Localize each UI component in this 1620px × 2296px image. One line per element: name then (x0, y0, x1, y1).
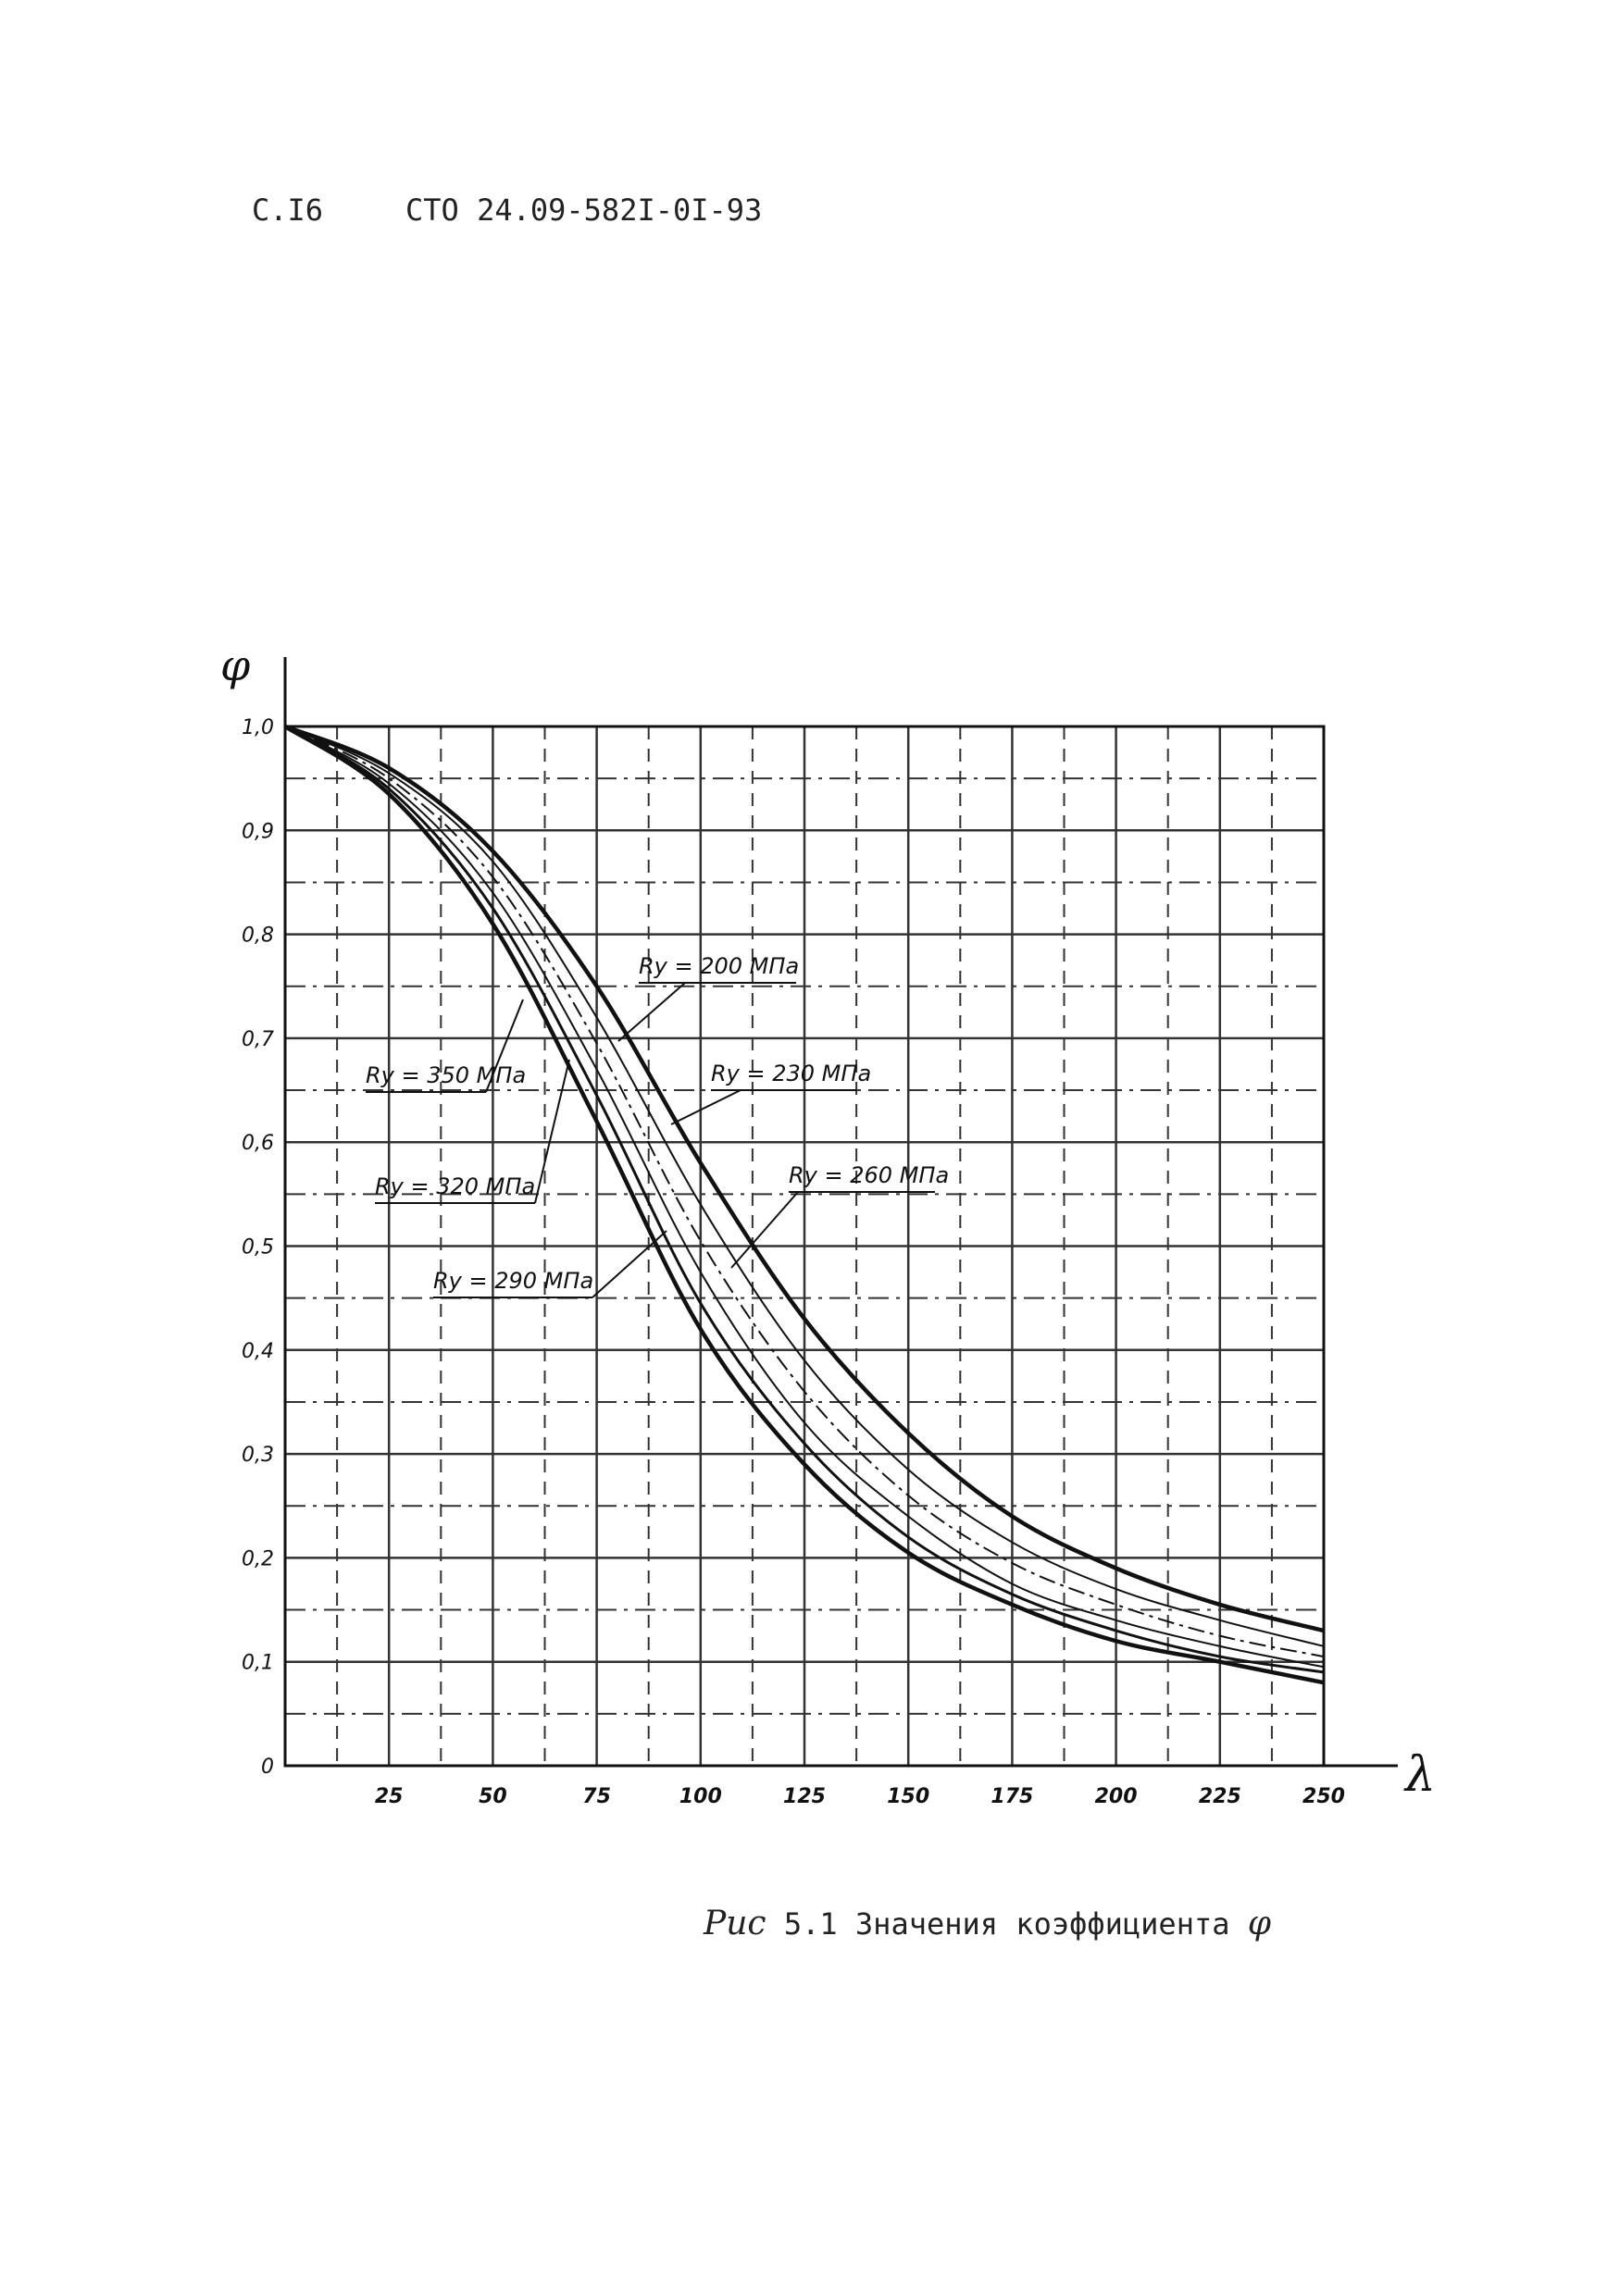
label-leader-line (670, 1089, 741, 1125)
x-tick-label: 250 (1302, 1785, 1345, 1808)
page-number: С.I6 (252, 192, 324, 228)
series-label: Ry = 350 МПа (366, 1062, 526, 1088)
series-label: Ry = 290 МПа (433, 1268, 593, 1294)
x-tick-label: 225 (1199, 1785, 1241, 1808)
series-line (283, 725, 1325, 1685)
y-tick-label: 0,7 (242, 1028, 274, 1051)
caption-text: 5.1 Значения коэффициента (783, 1906, 1230, 1942)
x-tick-label: 50 (479, 1785, 507, 1808)
y-tick-label: 0,1 (242, 1652, 274, 1675)
label-leader-line (485, 999, 524, 1093)
series-label: Ry = 230 МПа (711, 1061, 871, 1086)
y-tick-label: 0,3 (242, 1444, 274, 1467)
y-tick-label: 0 (261, 1756, 274, 1779)
series-line (284, 724, 1325, 1633)
series-label: Ry = 200 МПа (639, 953, 799, 979)
x-tick-label: 200 (1095, 1785, 1138, 1808)
series-line (284, 726, 1325, 1658)
series-line (284, 726, 1325, 1669)
y-tick-label: 0,4 (242, 1340, 274, 1363)
y-tick-label: 0,6 (242, 1132, 274, 1155)
chart-series-labels: Ry = 200 МПа Ry = 230 МПа Ry = 260 МПа Ry =… (366, 953, 949, 1298)
y-tick-label: 1,0 (242, 716, 274, 739)
caption-symbol: φ (1247, 1905, 1271, 1942)
document-code: СТО 24.09-582I-0I-93 (405, 192, 763, 228)
x-tick-label: 150 (887, 1785, 929, 1808)
y-axis-label: φ (220, 640, 251, 690)
chart-grid (285, 726, 1324, 1766)
series-line (284, 725, 1325, 1674)
y-tick-label: 0,9 (242, 820, 274, 843)
x-tick-label: 75 (582, 1785, 611, 1808)
x-tick-label: 175 (991, 1785, 1033, 1808)
label-leader-line (592, 1230, 667, 1298)
caption-prefix: Рис (704, 1905, 766, 1942)
series-label: Ry = 260 МПа (789, 1162, 949, 1188)
series-line (284, 726, 1325, 1647)
x-tick-label: 100 (679, 1785, 722, 1808)
x-tick-label: 125 (783, 1785, 826, 1808)
y-tick-label: 0,2 (242, 1547, 274, 1570)
x-axis-label: λ (1403, 1747, 1436, 1803)
label-leader-line (617, 982, 686, 1042)
y-tick-label: 0,5 (242, 1236, 274, 1260)
chart-curves (283, 724, 1325, 1685)
series-label: Ry = 320 МПа (375, 1173, 535, 1199)
label-leader-line (534, 1059, 570, 1204)
figure-caption: Рис 5.1 Значения коэффициента φ (704, 1905, 1271, 1942)
label-leader-line (730, 1191, 799, 1269)
chart-ticks: 25 50 75 100 125 150 175 200 225 250 0 0,1 0,2 0,3 0,4… (242, 716, 1345, 1808)
chart-axes: φλ (220, 640, 1436, 1803)
y-tick-label: 0,8 (242, 925, 274, 948)
x-tick-label: 25 (375, 1785, 404, 1808)
